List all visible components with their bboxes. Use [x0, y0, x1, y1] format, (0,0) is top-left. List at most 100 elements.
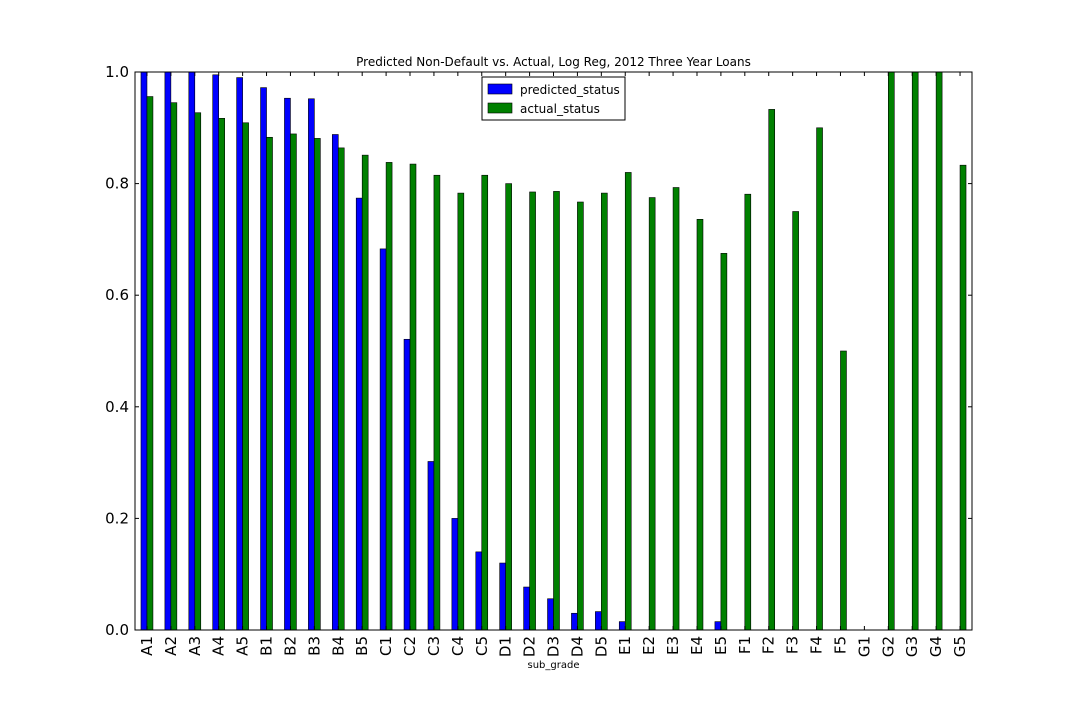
x-tick-label-A3: A3	[186, 636, 204, 656]
x-tick-label-C3: C3	[425, 636, 443, 656]
bar-actual_status-C5	[481, 174, 489, 631]
x-tick-label-F4: F4	[808, 636, 826, 654]
x-tick-label-D2: D2	[521, 636, 539, 657]
x-tick-label-A2: A2	[162, 636, 180, 656]
bar-predicted_status-D4	[571, 612, 578, 631]
x-axis: A1 A2 A3 A4 A5 B1 B2 B3 B4 B5 C1 C2 C3 C4 C5 D1 D2 D3 D4 D5…	[138, 72, 969, 657]
bar-actual_status-E2	[648, 197, 656, 631]
legend-label-actual_status: actual_status	[520, 102, 600, 116]
bars-group	[140, 71, 967, 631]
plot-frame	[134, 71, 973, 631]
bar-predicted_status-A2	[164, 71, 172, 631]
legend: predicted_status actual_status	[481, 76, 626, 121]
x-tick-label-G3: G3	[903, 636, 921, 657]
legend-label-predicted_status: predicted_status	[520, 83, 620, 97]
y-tick-label-1.0: 1.0	[105, 63, 129, 81]
x-tick-label-F3: F3	[784, 636, 802, 654]
x-axis-label: sub_grade	[528, 660, 580, 671]
x-tick-label-E2: E2	[640, 636, 658, 655]
x-tick-label-G2: G2	[879, 636, 897, 657]
bar-actual_status-F1	[744, 193, 752, 631]
x-tick-label-B5: B5	[353, 636, 371, 656]
bar-actual_status-D1	[505, 183, 512, 631]
bar-actual_status-G3	[911, 71, 919, 631]
x-tick-label-D5: D5	[592, 636, 610, 657]
x-tick-label-D4: D4	[568, 636, 586, 657]
bar-actual_status-E3	[672, 187, 680, 631]
bar-actual_status-F5	[840, 350, 847, 631]
bar-predicted_status-A5	[236, 77, 243, 631]
x-tick-label-B2: B2	[281, 636, 299, 656]
bar-predicted_status-C5	[475, 551, 483, 631]
bar-predicted_status-A4	[212, 74, 220, 631]
bar-predicted_status-C2	[403, 338, 411, 631]
x-tick-label-F5: F5	[831, 636, 849, 654]
bar-actual_status-F4	[816, 127, 823, 631]
x-tick-label-E3: E3	[664, 636, 682, 655]
x-tick-label-A5: A5	[234, 636, 252, 656]
bar-actual_status-F3	[792, 211, 799, 631]
bar-actual_status-D5	[601, 192, 608, 631]
y-tick-label-0.2: 0.2	[105, 509, 129, 527]
x-tick-label-E1: E1	[616, 636, 634, 655]
bar-actual_status-D3	[553, 191, 560, 631]
bar-predicted_status-D2	[523, 586, 530, 631]
bar-actual_status-A2	[170, 102, 178, 631]
x-tick-label-B4: B4	[329, 636, 347, 656]
bar-predicted_status-B5	[355, 197, 363, 631]
bar-actual_status-B3	[314, 138, 321, 631]
bar-actual_status-A5	[242, 122, 249, 631]
bar-predicted_status-D1	[499, 562, 506, 631]
x-tick-label-E5: E5	[712, 636, 730, 655]
x-tick-label-F2: F2	[760, 636, 778, 654]
chart-title: Predicted Non-Default vs. Actual, Log Re…	[356, 55, 751, 69]
y-tick-label-0.6: 0.6	[105, 286, 129, 304]
legend-swatch-actual_status	[487, 102, 513, 114]
bar-predicted_status-C4	[451, 518, 459, 631]
bar-actual_status-D2	[529, 191, 536, 631]
bar-predicted_status-B4	[331, 134, 339, 631]
x-tick-label-D1: D1	[497, 636, 515, 657]
bar-actual_status-B2	[290, 133, 297, 631]
x-tick-label-B3: B3	[305, 636, 323, 656]
x-tick-label-F1: F1	[736, 636, 754, 654]
bar-predicted_status-B3	[308, 98, 315, 631]
bar-actual_status-C4	[457, 192, 465, 631]
bar-actual_status-C3	[433, 174, 441, 631]
x-tick-label-G1: G1	[855, 636, 873, 657]
bar-predicted_status-E1	[618, 621, 626, 631]
x-tick-label-C1: C1	[377, 636, 395, 656]
x-tick-label-C5: C5	[473, 636, 491, 656]
x-tick-label-C2: C2	[401, 636, 419, 656]
bar-predicted_status-E5	[714, 621, 722, 631]
bar-actual_status-A3	[194, 112, 202, 631]
bar-predicted_status-A1	[140, 71, 148, 631]
bar-actual_status-E1	[624, 172, 632, 631]
y-tick-label-0.8: 0.8	[105, 175, 129, 193]
x-tick-label-G4: G4	[927, 636, 945, 657]
bar-predicted_status-C3	[427, 461, 435, 631]
bar-actual_status-D4	[577, 201, 584, 631]
bar-predicted_status-D3	[547, 598, 554, 631]
x-tick-label-E4: E4	[688, 636, 706, 655]
legend-swatch-predicted_status	[487, 83, 513, 95]
bar-actual_status-B4	[337, 147, 345, 631]
bar-predicted_status-B2	[284, 97, 291, 631]
bar-actual_status-E4	[696, 219, 704, 631]
bar-predicted_status-C1	[379, 248, 387, 631]
x-tick-label-A4: A4	[210, 636, 228, 656]
bar-actual_status-C2	[409, 163, 417, 631]
x-tick-label-B1: B1	[258, 636, 276, 656]
bar-actual_status-B1	[266, 136, 273, 631]
x-tick-label-D3: D3	[545, 636, 563, 657]
bar-predicted_status-B1	[260, 87, 267, 631]
bar-actual_status-F2	[768, 109, 776, 631]
bar-actual_status-B5	[361, 154, 369, 631]
y-axis: 0.0 0.2 0.4 0.6 0.8 1.0	[105, 63, 972, 639]
bar-actual_status-E5	[720, 253, 728, 631]
x-tick-label-C4: C4	[449, 636, 467, 656]
bar-actual_status-G4	[935, 71, 943, 631]
x-tick-label-G5: G5	[951, 636, 969, 657]
bar-predicted_status-D5	[595, 611, 602, 631]
